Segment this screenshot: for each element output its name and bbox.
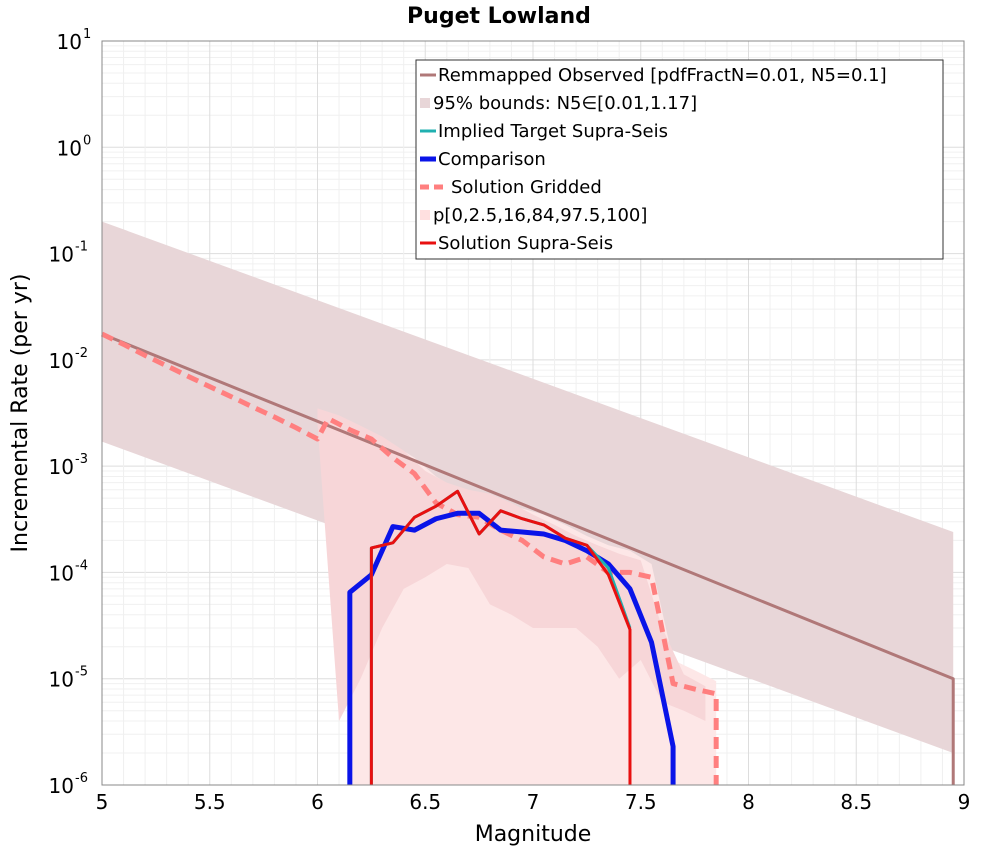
legend-item: Solution Supra-Seis bbox=[420, 233, 613, 254]
y-tick-label: 10 bbox=[49, 774, 74, 798]
y-axis-label: Incremental Rate (per yr) bbox=[8, 274, 33, 553]
series-solution-supra-seis bbox=[369, 489, 632, 785]
x-tick-label: 6 bbox=[311, 790, 324, 814]
x-tick-label: 5.5 bbox=[194, 790, 226, 814]
legend-label: Implied Target Supra-Seis bbox=[438, 121, 668, 142]
legend: Remmapped Observed [pdfFractN=0.01, N5=0… bbox=[415, 59, 944, 260]
y-tick-label: 10 bbox=[57, 30, 82, 54]
y-tick: 10 1 bbox=[57, 27, 92, 54]
y-tick: 10 -2 bbox=[49, 346, 88, 373]
x-axis-label: Magnitude bbox=[475, 822, 592, 847]
legend-item: 95% bounds: N5∈[0.01,1.17] bbox=[420, 93, 697, 114]
legend-item: Implied Target Supra-Seis bbox=[420, 121, 668, 142]
y-tick-label: 10 bbox=[57, 136, 82, 160]
y-tick: 10 -1 bbox=[49, 240, 88, 267]
y-tick-exponent: 0 bbox=[83, 133, 91, 148]
legend-label: 95% bounds: N5∈[0.01,1.17] bbox=[433, 93, 697, 114]
x-tick-label: 5 bbox=[96, 790, 109, 814]
x-tick-label: 7.5 bbox=[625, 790, 657, 814]
x-tick-label: 7 bbox=[527, 790, 540, 814]
y-tick: 10 -5 bbox=[49, 665, 88, 692]
legend-label: Solution Gridded bbox=[451, 177, 602, 198]
y-tick: 10 -6 bbox=[49, 771, 88, 798]
legend-label: Solution Supra-Seis bbox=[438, 233, 613, 254]
legend-swatch bbox=[420, 210, 430, 220]
y-tick-label: 10 bbox=[49, 455, 74, 479]
y-tick-label: 10 bbox=[49, 349, 74, 373]
legend-swatch bbox=[420, 98, 430, 108]
y-tick: 10 -4 bbox=[49, 558, 88, 585]
y-tick-label: 10 bbox=[49, 668, 74, 692]
y-tick-exponent: -4 bbox=[75, 558, 88, 573]
y-tick-label: 10 bbox=[49, 561, 74, 585]
legend-box bbox=[415, 59, 944, 260]
series-comparison bbox=[347, 510, 676, 785]
series-p-0-2-5-16-84-97-5-100-inner bbox=[317, 408, 706, 722]
legend-item: p[0,2.5,16,84,97.5,100] bbox=[420, 205, 647, 226]
legend-item: Comparison bbox=[420, 149, 546, 170]
legend-label: p[0,2.5,16,84,97.5,100] bbox=[433, 205, 647, 226]
y-tick-exponent: -6 bbox=[75, 771, 88, 786]
y-tick-exponent: -2 bbox=[75, 346, 88, 361]
y-tick-exponent: -5 bbox=[75, 665, 88, 680]
x-axis: 5 5.5 6 6.5 7 7.5 8 8.5 9 bbox=[96, 790, 971, 814]
plot-data bbox=[100, 221, 955, 785]
legend-label: Remmapped Observed [pdfFractN=0.01, N5=0… bbox=[438, 65, 887, 86]
y-tick-exponent: -3 bbox=[75, 452, 88, 467]
legend-item: Solution Gridded bbox=[420, 177, 602, 198]
legend-item: Remmapped Observed [pdfFractN=0.01, N5=0… bbox=[420, 65, 887, 86]
x-tick-label: 8.5 bbox=[840, 790, 872, 814]
y-tick: 10 -3 bbox=[49, 452, 88, 479]
y-tick-exponent: 1 bbox=[83, 27, 91, 42]
y-tick-label: 10 bbox=[49, 243, 74, 267]
y-tick: 10 0 bbox=[57, 133, 92, 160]
x-tick-label: 8 bbox=[742, 790, 755, 814]
legend-label: Comparison bbox=[438, 149, 546, 170]
series-95-bounds-n5-0-01-1-17 bbox=[102, 221, 954, 754]
plot-frame bbox=[101, 40, 965, 786]
x-tick-label: 6.5 bbox=[409, 790, 441, 814]
series-solution-gridded bbox=[100, 331, 719, 785]
chart-title: Puget Lowland bbox=[407, 4, 591, 29]
y-tick-exponent: -1 bbox=[75, 240, 88, 255]
x-tick-label: 9 bbox=[958, 790, 971, 814]
